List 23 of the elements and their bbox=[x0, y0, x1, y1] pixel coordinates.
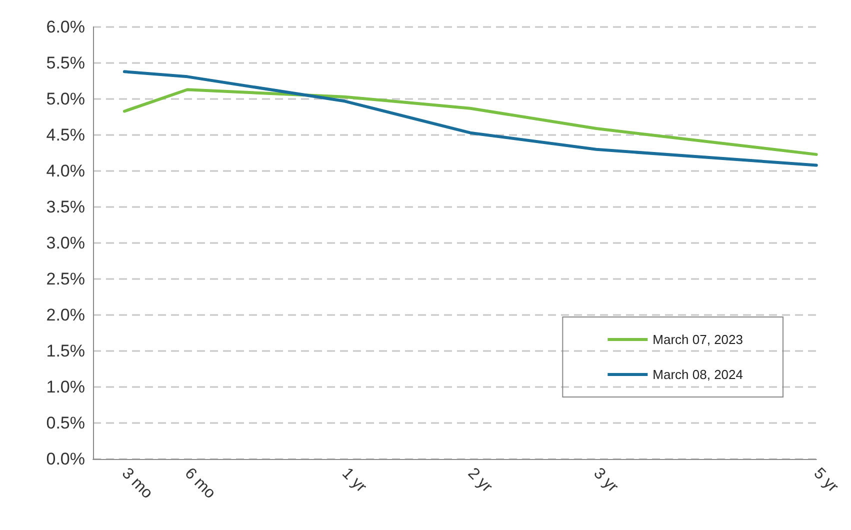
x-tick-label: 5 yr bbox=[810, 464, 842, 496]
line-series bbox=[122, 70, 818, 167]
y-tick-label: 6.0% bbox=[46, 18, 85, 36]
y-tick-label: 3.0% bbox=[46, 234, 85, 252]
legend-label: March 08, 2024 bbox=[652, 367, 744, 382]
y-tick-label: 5.0% bbox=[46, 90, 85, 108]
legend-label: March 07, 2023 bbox=[652, 332, 744, 347]
x-tick-label: 6 mo bbox=[181, 464, 219, 502]
y-tick-label: 2.0% bbox=[46, 306, 85, 324]
x-tick-label: 1 yr bbox=[338, 464, 370, 496]
x-tick-label: 2 yr bbox=[464, 464, 496, 496]
line-series bbox=[122, 88, 818, 156]
y-tick-label: 1.5% bbox=[46, 342, 85, 360]
y-tick-label: 4.5% bbox=[46, 126, 85, 144]
x-tick-label: 3 mo bbox=[118, 464, 156, 502]
y-tick-label: 0.5% bbox=[46, 414, 85, 432]
y-tick-label: 5.5% bbox=[46, 54, 85, 72]
y-tick-label: 1.0% bbox=[46, 378, 85, 396]
y-tick-label: 0.0% bbox=[46, 450, 85, 468]
y-tick-label: 2.5% bbox=[46, 270, 85, 288]
y-tick-label: 4.0% bbox=[46, 162, 85, 180]
x-tick-label: 3 yr bbox=[590, 464, 622, 496]
y-tick-label: 3.5% bbox=[46, 198, 85, 216]
